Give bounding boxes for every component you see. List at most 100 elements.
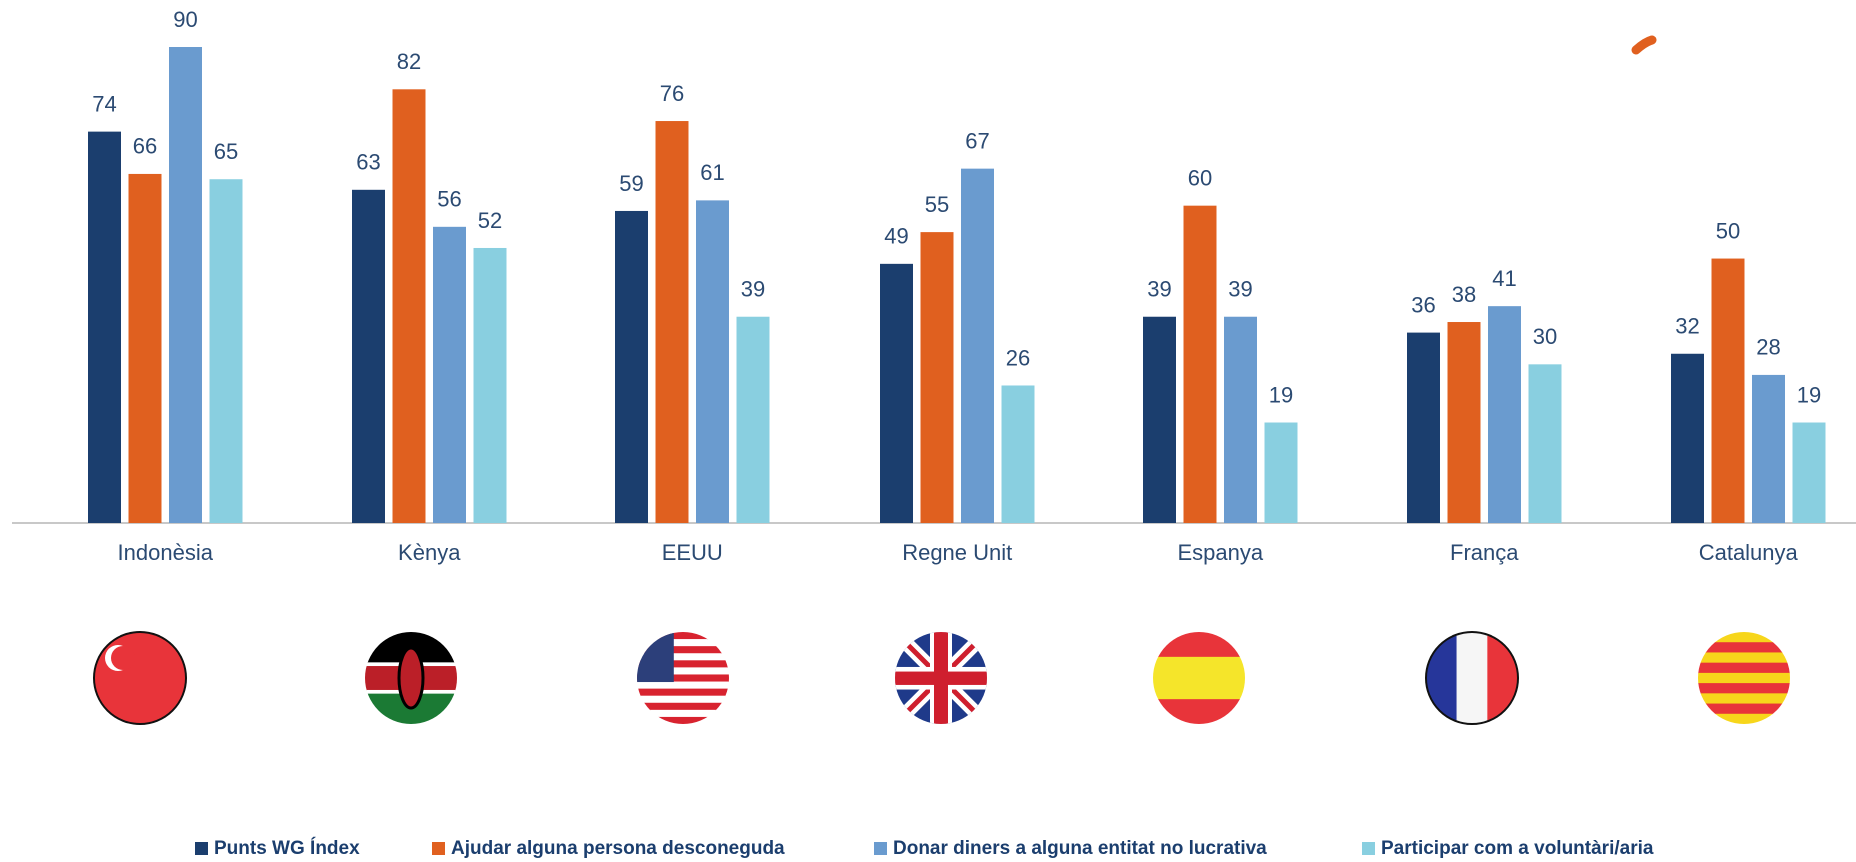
value-label: 39 (1147, 277, 1171, 302)
value-label: 63 (356, 150, 380, 175)
flag-part (637, 660, 729, 668)
legend-label: Punts WG Índex (214, 837, 360, 859)
flag (637, 632, 729, 724)
value-label: 82 (397, 49, 421, 74)
bar (1264, 422, 1298, 523)
x-tick-label: França (1450, 540, 1519, 565)
value-label: 60 (1188, 165, 1212, 190)
value-label: 65 (214, 139, 238, 164)
flag (1153, 632, 1245, 724)
value-label: 41 (1492, 266, 1516, 291)
flag-part (1487, 632, 1518, 724)
value-label: 49 (884, 224, 908, 249)
bar (655, 121, 689, 524)
legend-swatch (432, 842, 445, 855)
value-label: 76 (660, 81, 684, 106)
flag-border (1425, 631, 1519, 725)
flag-part (637, 695, 729, 704)
x-tick-label: Regne Unit (902, 540, 1012, 565)
bar (473, 247, 507, 523)
bar (352, 189, 385, 524)
value-label: 19 (1269, 382, 1293, 407)
flag-part (1698, 672, 1790, 684)
flag-part (1698, 713, 1790, 724)
value-label: 67 (965, 128, 989, 153)
bar (736, 316, 770, 523)
flag-part (111, 646, 135, 670)
legend-swatch (195, 842, 208, 855)
bar (1183, 205, 1217, 523)
value-label: 55 (925, 192, 949, 217)
x-tick-label: Indonèsia (118, 540, 214, 565)
flag-part (637, 681, 729, 690)
flag-part (637, 632, 674, 683)
decoration (1631, 35, 1657, 55)
value-label: 19 (1797, 382, 1821, 407)
flag-part (1153, 632, 1245, 658)
bar (1711, 258, 1745, 523)
bar (880, 263, 913, 523)
bar (1407, 332, 1440, 523)
bar (1488, 306, 1521, 523)
flag-part (397, 646, 425, 710)
x-tick-label: Catalunya (1699, 540, 1799, 565)
value-label: 32 (1675, 314, 1699, 339)
value-label: 38 (1452, 282, 1476, 307)
value-label: 50 (1716, 218, 1740, 243)
flag-part (637, 709, 729, 718)
bar (128, 173, 162, 523)
bar (1671, 353, 1704, 523)
flag-part (637, 632, 729, 640)
legend-label: Donar diners a alguna entitat no lucrati… (893, 838, 1267, 859)
bar (392, 89, 426, 524)
value-label: 39 (741, 277, 765, 302)
value-label: 61 (700, 160, 724, 185)
flag-part (1698, 703, 1790, 715)
flag-part (637, 674, 729, 683)
x-tick-label: EEUU (662, 540, 723, 565)
value-label: 66 (133, 134, 157, 159)
legend-label: Participar com a voluntàri/aria (1381, 838, 1654, 859)
bar (169, 47, 202, 523)
legend-swatch (1362, 842, 1375, 855)
flag-part (637, 667, 729, 675)
flag-border (93, 631, 187, 725)
flag-part (1698, 683, 1790, 694)
bar (1752, 374, 1785, 523)
value-label: 56 (437, 187, 461, 212)
legend-label: Ajudar alguna persona desconeguda (451, 838, 785, 859)
value-label: 26 (1006, 345, 1030, 370)
bar (1001, 385, 1035, 523)
x-tick-label: Espanya (1177, 540, 1263, 565)
flag-part (94, 724, 186, 817)
flag-part (1698, 652, 1790, 664)
flag-part (1698, 632, 1790, 643)
flag-part (1698, 693, 1790, 705)
value-label: 39 (1228, 277, 1252, 302)
flag (1698, 632, 1790, 724)
bar (1224, 316, 1257, 523)
value-label: 52 (478, 208, 502, 233)
bar (1792, 422, 1826, 523)
bar (696, 200, 729, 523)
flag-part (637, 646, 729, 654)
value-label: 30 (1533, 324, 1557, 349)
flag-part (637, 702, 729, 711)
x-tick-label: Kènya (398, 540, 461, 565)
value-label: 28 (1756, 335, 1780, 360)
flag-part (1153, 656, 1245, 700)
flag (94, 632, 186, 817)
bar (920, 232, 954, 523)
bar (1143, 316, 1176, 523)
flag-part (1698, 642, 1790, 653)
flag-part (1456, 632, 1488, 724)
flag-part (637, 688, 729, 697)
bar (209, 179, 243, 523)
flag-part (1698, 662, 1790, 674)
bar (615, 210, 648, 523)
bar (1447, 322, 1481, 523)
flag (895, 632, 987, 724)
flag-part (1426, 632, 1457, 724)
flag-part (637, 716, 729, 724)
